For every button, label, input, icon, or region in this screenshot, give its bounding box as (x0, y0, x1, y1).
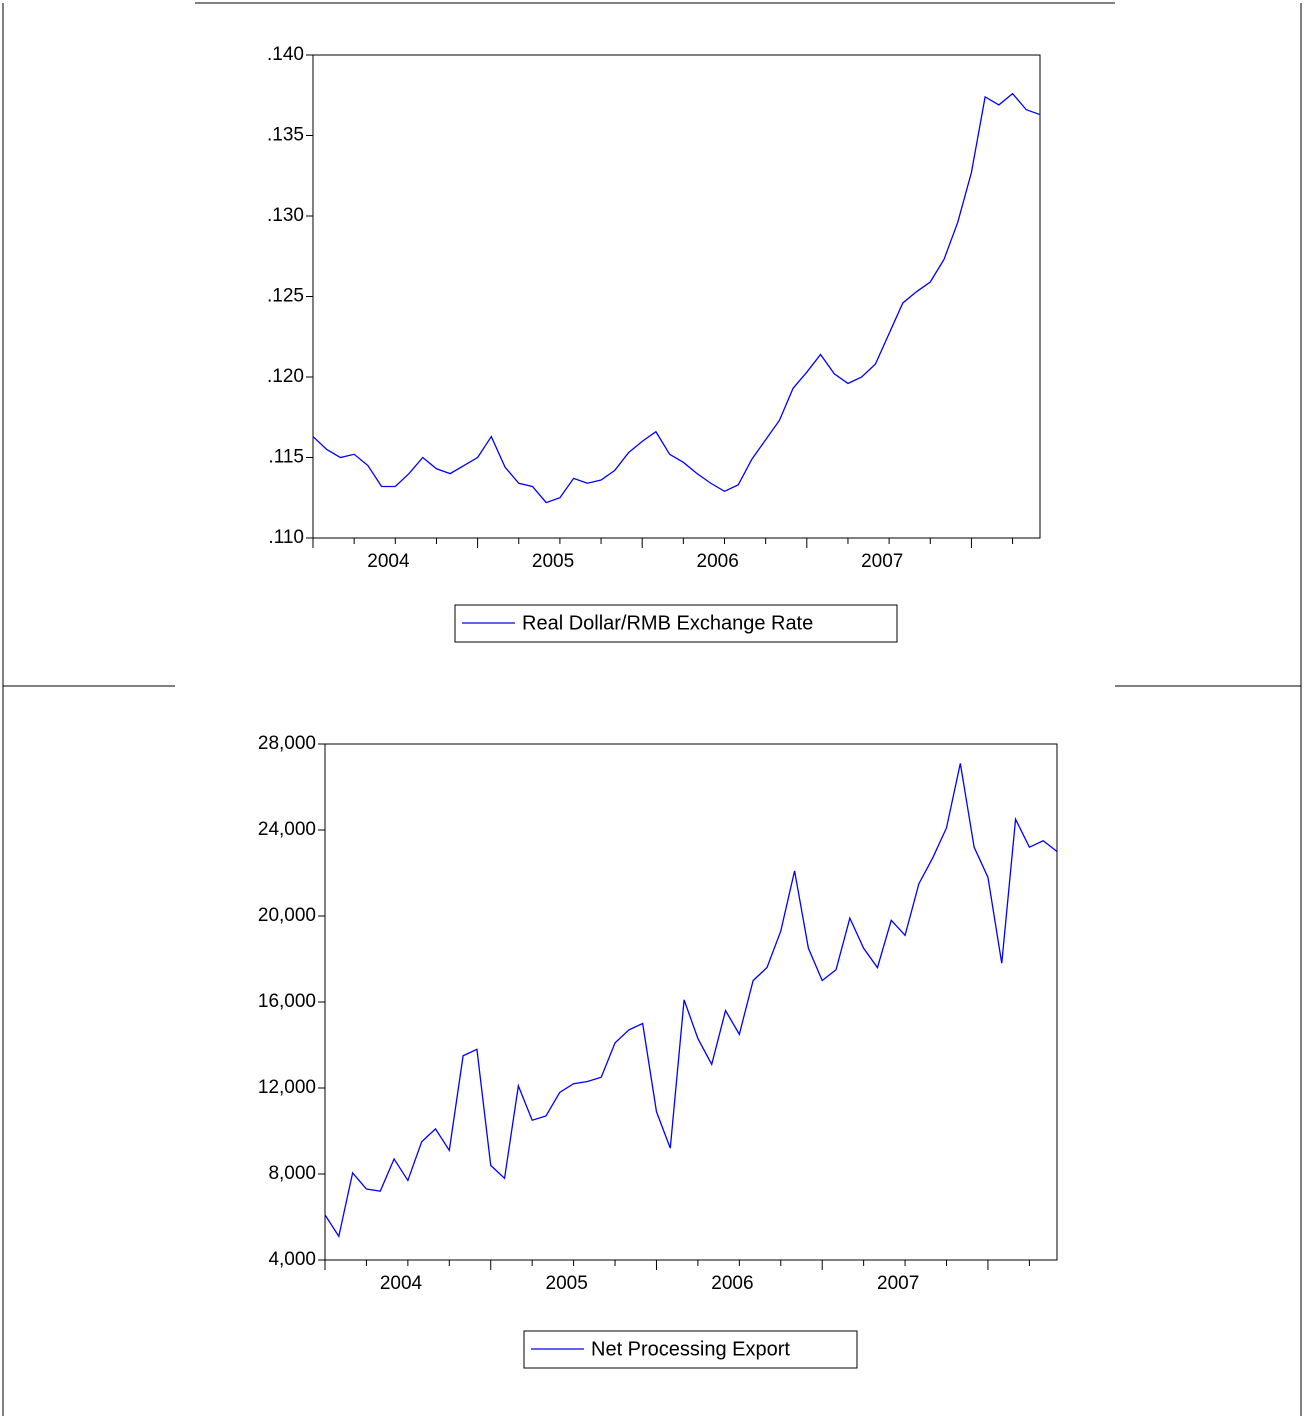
y-tick-label: .125 (267, 286, 304, 307)
y-tick-label: .115 (268, 447, 304, 468)
y-tick-label: 12,000 (258, 1077, 316, 1098)
y-tick-label: .140 (267, 44, 304, 65)
x-tick-label: 2006 (697, 551, 739, 572)
y-tick-label: .110 (268, 527, 304, 548)
y-tick-label: 20,000 (258, 905, 316, 926)
legend-label: Real Dollar/RMB Exchange Rate (522, 612, 813, 634)
y-tick-label: .130 (267, 205, 304, 226)
legend-box (454, 604, 898, 643)
y-tick-label: .135 (267, 125, 304, 146)
x-tick-label: 2005 (532, 551, 574, 572)
legend-label: Net Processing Export (591, 1338, 790, 1360)
plot-frame (312, 54, 1041, 539)
x-tick-label: 2007 (877, 1273, 919, 1294)
y-tick-label: 4,000 (268, 1249, 316, 1270)
x-tick-label: 2007 (861, 551, 903, 572)
x-tick-label: 2004 (367, 551, 410, 572)
x-tick-label: 2006 (711, 1273, 753, 1294)
y-tick-label: 24,000 (258, 819, 316, 840)
y-tick-label: 28,000 (258, 733, 316, 754)
y-tick-label: 8,000 (268, 1163, 316, 1184)
x-tick-label: 2005 (546, 1273, 588, 1294)
data-line (324, 763, 1058, 1239)
data-line (312, 92, 1041, 504)
y-tick-label: .120 (267, 366, 304, 387)
y-tick-label: 16,000 (258, 991, 316, 1012)
x-tick-label: 2004 (380, 1273, 423, 1294)
plot-frame (324, 743, 1058, 1261)
